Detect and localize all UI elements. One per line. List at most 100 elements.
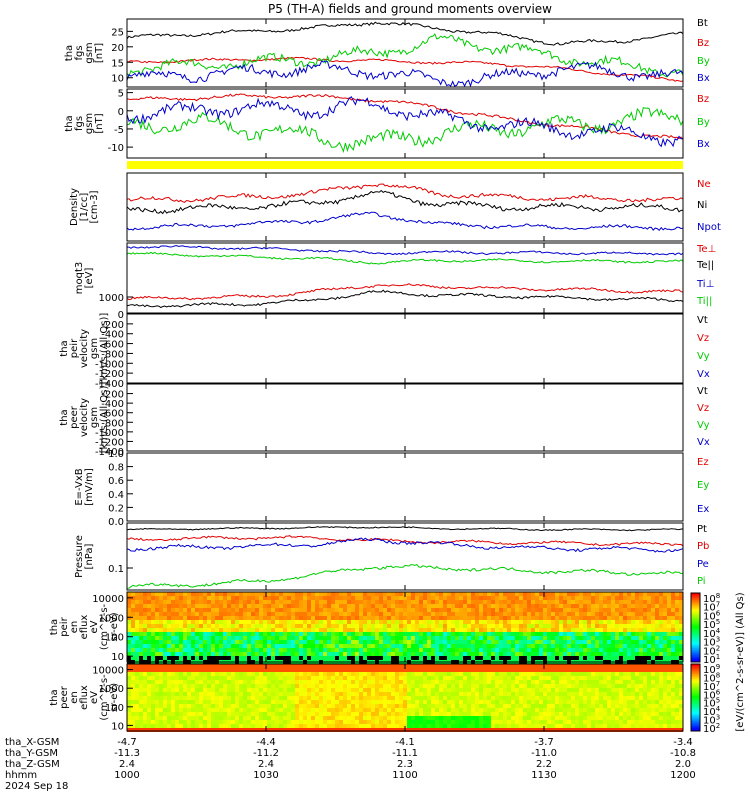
y-axis-label: eV [89,620,100,633]
footer-value: 1200 [670,770,695,781]
y-axis-label: E=-VxB [74,468,85,505]
y-tick-label: -1200 [95,437,124,448]
y-axis-label: velocity [79,398,90,437]
y-tick-label: -800 [101,418,124,429]
y-tick-label: 25 [111,27,124,38]
series-line-4-Ti⊥ [127,245,684,256]
legend-Vz: Vz [697,403,709,414]
footer-value: 2.3 [397,759,413,770]
y-axis-label: tha [49,619,60,635]
legend-Vt: Vt [697,315,708,326]
y-tick-label: -800 [101,349,124,360]
colorbar-tick: 106 [703,609,721,622]
legend-Vt: Vt [697,386,708,397]
y-axis-label: peir [59,616,70,636]
legend-Vy: Vy [697,420,710,431]
legend-Ni: Ni [697,200,707,211]
colorbar-tick: 101 [703,653,720,666]
panel-3: Density [1/cc] [cm-3] Ne Ni Npot [69,172,721,242]
footer-value: -3.7 [534,737,554,748]
legend-Pi: Pi [697,576,706,587]
series-line-4-Ti|| [126,251,684,265]
footer-label-tha_X-GSM: tha_X-GSM [5,737,59,748]
y-tick-label: -1000 [95,428,124,439]
colorbar: 1081071061051041031021011091081071061051… [690,592,746,735]
panel-frame [126,522,684,591]
y-axis-label: [eV] [84,268,95,289]
y-tick-label: -1400 [95,379,124,390]
colorbar-tick: 107 [703,601,720,614]
footer-value: -4.1 [395,737,415,748]
y-axis-label: (cm^2-s- [99,674,110,721]
panel-frame [126,383,684,452]
panel-8: 0.1 Pressure [nPa] Pt Pb Pe Pi [74,522,709,591]
legend-Ey: Ey [697,480,709,491]
footer-label-hhmm: hhmm [5,770,37,781]
y-tick-label: -10 [108,143,124,154]
footer-value: -11.1 [392,748,418,759]
y-axis-label: tha [59,340,70,356]
y-tick-label: -600 [101,340,124,351]
colorbar-tick: 104 [703,627,721,640]
footer-value: 1130 [531,770,556,781]
y-axis-label: Pressure [74,535,85,578]
y-tick-label: 15 [111,58,124,69]
legend-Bt: Bt [697,18,708,29]
colorbar-tick: 106 [703,688,721,701]
footer-value: -4.4 [256,737,276,748]
series-line-1-Bz [126,56,684,82]
footer-value: -10.8 [670,748,696,759]
y-tick-label: -400 [101,399,124,410]
y-tick-label: 10000 [92,666,124,677]
footer-label-tha_Y-GSM: tha_Y-GSM [5,748,58,759]
y-tick-label: 0.8 [108,463,124,474]
legend-Vz: Vz [697,333,709,344]
colorbar-label: [eV/(cm^2-s-sr-eV)] (All Qs) [735,592,746,731]
series-line-4-Te⊥ [126,283,684,301]
legend-Vy: Vy [697,351,710,362]
footer-value: -3.4 [673,737,693,748]
footer-value: 2.2 [536,759,552,770]
footer-label-tha_Z-GSM: tha_Z-GSM [5,759,60,770]
series-line-1-Bx [126,60,684,88]
series-line-3-Ne [126,183,684,203]
y-axis-label: [km/s (All Qs)] [99,313,110,385]
y-axis-label: fgs [74,45,85,60]
y-axis-label: eflux [79,685,90,710]
footer-value: -11.2 [253,748,279,759]
y-tick-label: 10 [111,652,124,663]
y-axis-label: peer [59,685,70,709]
panel-frame [126,313,684,384]
footer-value: -11.3 [114,748,140,759]
y-axis-label: [km/s (All Qs)] [99,382,110,454]
colorbar-tick: 109 [703,663,720,676]
y-tick-label: 10000 [92,594,124,605]
y-tick-label: 100 [105,703,124,714]
legend-Bx: Bx [697,73,710,84]
colorbar-tick: 102 [703,722,720,735]
y-tick-label: 0.1 [108,564,124,575]
footer-value: -4.7 [117,737,137,748]
y-tick-label: -5 [114,125,124,136]
colorbar-tick: 103 [703,636,720,649]
legend-Pb: Pb [697,541,709,552]
panel-2: -10 -5 0 5 tha fgs gsm [nT] Bz By Bx [64,88,710,159]
y-axis-label: gsm [89,338,100,359]
y-axis-label: tha [49,689,60,705]
y-tick-label: 0.0 [108,517,124,528]
y-tick-label: 1000 [99,293,124,304]
y-axis-label: sr-eV) [109,612,120,641]
y-tick-label: 0 [118,107,124,118]
legend-Bz: Bz [697,38,709,49]
series-line-3-Npot [126,211,684,232]
y-tick-label: -200 [101,320,124,331]
y-tick-label: -600 [101,409,124,420]
y-axis-label: [1/cc] [79,193,90,222]
y-axis-label: [cm-3] [89,190,100,223]
legend-By: By [697,117,710,128]
plot-title: P5 (TH-A) fields and ground moments over… [268,2,552,16]
legend-Npot: Npot [697,222,721,233]
y-axis-label: peir [69,338,80,358]
